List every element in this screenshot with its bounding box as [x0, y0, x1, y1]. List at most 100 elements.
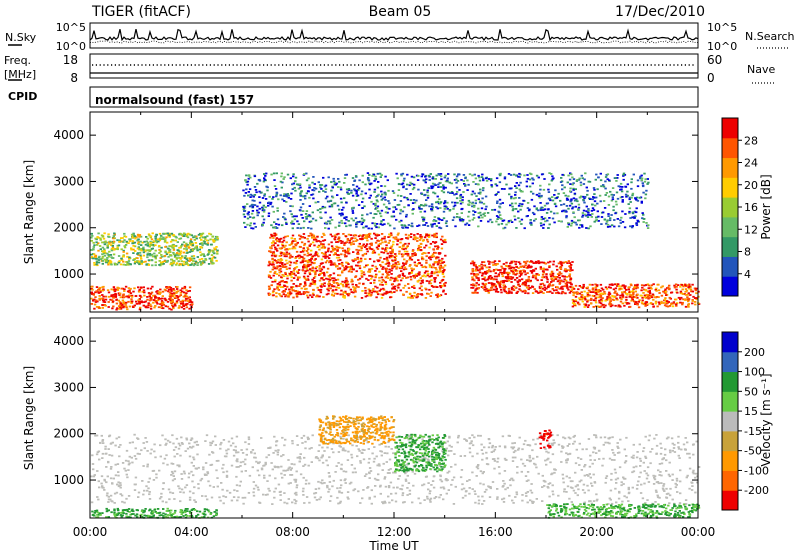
data-cell [543, 289, 546, 291]
data-cell [386, 179, 389, 182]
data-cell [335, 288, 338, 291]
data-cell [354, 275, 358, 278]
data-cell [429, 242, 433, 245]
data-cell [332, 279, 335, 282]
data-cell [390, 252, 393, 255]
data-cell [330, 181, 333, 183]
data-cell [305, 267, 308, 270]
data-cell [671, 305, 675, 308]
data-cell [322, 253, 325, 255]
data-cell [417, 188, 420, 191]
data-cell [337, 284, 340, 287]
data-cell [254, 226, 257, 228]
data-cell [505, 280, 509, 282]
data-cell [168, 291, 171, 294]
data-cell [382, 288, 386, 291]
data-cell [420, 256, 424, 259]
data-cell [334, 248, 337, 250]
data-cell [355, 199, 358, 202]
data-cell [346, 262, 349, 264]
data-cell [173, 245, 176, 247]
data-cell [288, 244, 291, 246]
data-cell [603, 218, 606, 221]
data-cell [580, 224, 584, 227]
data-cell [413, 291, 416, 294]
data-cell [127, 287, 131, 289]
data-cell [475, 275, 478, 278]
data-cell [632, 173, 635, 176]
data-cell [619, 296, 622, 299]
data-cell [173, 292, 176, 295]
data-cell [155, 290, 158, 293]
data-cell [103, 243, 106, 246]
data-cell [144, 243, 148, 246]
data-cell [324, 197, 328, 200]
data-cell [552, 177, 555, 180]
data-cell [274, 246, 277, 249]
data-cell [173, 296, 176, 299]
data-cell [273, 221, 276, 224]
data-cell [188, 307, 191, 310]
data-cell [528, 178, 532, 181]
data-cell [440, 243, 444, 245]
data-cell [345, 188, 349, 191]
data-cell [611, 304, 614, 307]
data-cell [370, 268, 374, 270]
data-cell [132, 233, 135, 236]
data-cell [285, 251, 288, 254]
data-cell [275, 237, 279, 239]
data-cell [376, 172, 379, 175]
data-cell [409, 278, 413, 281]
data-cell [524, 273, 527, 276]
data-cell [101, 304, 104, 306]
data-cell [458, 218, 462, 221]
data-cell [275, 192, 279, 194]
data-cell [490, 221, 494, 224]
data-cell [411, 253, 414, 255]
data-cell [168, 286, 171, 288]
data-cell [572, 211, 575, 214]
data-cell [304, 264, 308, 267]
data-cell [605, 287, 609, 290]
data-cell [175, 236, 178, 239]
data-cell [92, 293, 95, 295]
data-cell [602, 184, 605, 186]
data-cell [561, 285, 564, 288]
data-cell [359, 238, 362, 240]
data-cell [574, 295, 578, 298]
data-cell [474, 264, 477, 266]
data-cell [571, 286, 574, 289]
data-cell [272, 244, 275, 247]
data-cell [424, 193, 427, 196]
data-cell [110, 295, 113, 298]
data-cell [499, 269, 502, 271]
data-cell [388, 256, 391, 259]
data-cell [608, 296, 611, 299]
data-cell [444, 254, 447, 257]
data-cell [643, 296, 646, 299]
data-cell [590, 209, 594, 212]
data-cell [305, 279, 308, 281]
data-cell [322, 296, 325, 298]
data-cell [432, 241, 435, 243]
data-cell [97, 307, 101, 309]
data-cell [573, 303, 576, 305]
data-cell [552, 289, 556, 292]
data-cell [181, 243, 184, 246]
data-cell [370, 291, 373, 294]
data-cell [557, 220, 560, 222]
data-cell [358, 267, 362, 270]
data-cell [648, 291, 651, 293]
data-cell [487, 277, 490, 280]
data-cell [405, 246, 409, 249]
data-cell [542, 218, 545, 220]
data-cell [535, 207, 538, 210]
data-cell [213, 247, 216, 250]
data-cell [510, 281, 513, 283]
data-cell [477, 207, 480, 210]
data-cell [387, 265, 390, 267]
data-cell [517, 175, 520, 178]
data-cell [142, 304, 145, 307]
data-cell [411, 212, 414, 215]
